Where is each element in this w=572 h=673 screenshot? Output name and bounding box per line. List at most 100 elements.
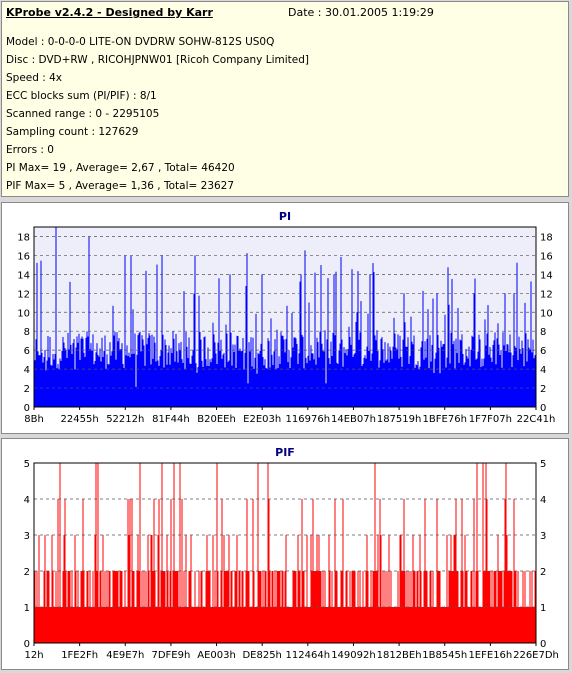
pi-bar xyxy=(319,331,321,407)
pi-bar xyxy=(258,354,260,407)
pi-bar xyxy=(131,353,133,407)
pi-bar xyxy=(510,352,512,407)
pi-y-tick-right: 4 xyxy=(540,365,546,376)
pif-bar xyxy=(533,607,535,643)
pif-bar xyxy=(164,571,166,643)
pi-bar xyxy=(156,264,158,407)
pif-bar xyxy=(488,571,490,643)
pi-bar xyxy=(391,358,393,407)
pi-bar xyxy=(176,351,178,407)
pif-bar xyxy=(524,571,526,643)
pi-bar xyxy=(503,345,505,407)
pi-bar xyxy=(430,361,432,407)
pi-bar xyxy=(461,334,463,407)
pi-bar xyxy=(59,358,61,407)
pif-bar xyxy=(205,571,207,643)
pif-bar xyxy=(474,607,476,643)
pi-bar xyxy=(346,355,348,407)
pi-bar xyxy=(413,335,415,407)
pi-bar xyxy=(113,335,115,407)
pi-bar xyxy=(403,293,405,407)
pif-bar xyxy=(350,607,352,643)
pi-bar xyxy=(82,338,84,407)
errors-line: Errors : 0 xyxy=(6,144,54,156)
pif-chart: PIF 0 0 1 1 2 2 3 3 4 4 5 5 12h 1FE2Fh 4E9E7h 7DFE9h AE00… xyxy=(24,446,559,661)
pif-bar xyxy=(355,607,357,643)
pif-bar xyxy=(532,607,534,643)
pif-bar xyxy=(37,607,39,643)
pi-bar xyxy=(177,362,179,407)
pi-y-tick-left: 6 xyxy=(24,346,30,357)
pi-bar xyxy=(90,343,92,407)
pif-bar xyxy=(216,463,218,643)
pif-bar xyxy=(348,607,350,643)
pi-bar xyxy=(458,362,460,407)
pi-bar xyxy=(34,360,36,407)
pif-bar xyxy=(440,607,442,643)
pif-bar xyxy=(431,607,433,643)
pif-bar xyxy=(175,571,177,643)
pi-chart-title: PI xyxy=(279,210,291,223)
pi-bar xyxy=(148,333,150,407)
pi-bar xyxy=(127,356,129,407)
pi-bar xyxy=(110,355,112,407)
pi-y-tick-left: 0 xyxy=(24,403,30,414)
pif-bar xyxy=(333,607,335,643)
pif-bar xyxy=(178,607,180,643)
pi-bar xyxy=(340,256,342,407)
pif-bar xyxy=(527,607,529,643)
pif-bar xyxy=(122,607,124,643)
pi-bar xyxy=(493,340,495,407)
pi-bar xyxy=(149,335,151,407)
pif-bar xyxy=(229,607,231,643)
pif-bar xyxy=(49,607,51,643)
pi-bar xyxy=(292,347,294,407)
pi-bar xyxy=(241,350,243,407)
pif-bar xyxy=(363,607,365,643)
pi-bar xyxy=(336,362,338,407)
pif-bar xyxy=(165,607,167,643)
pi-x-tick-label: 187519h xyxy=(377,414,422,425)
pif-bar xyxy=(492,607,494,643)
pi-bar xyxy=(427,309,429,407)
pi-bar xyxy=(200,339,202,407)
pi-bar xyxy=(335,271,337,407)
pi-bar xyxy=(155,361,157,407)
pi-bar xyxy=(486,333,488,407)
pif-x-tick-label: 149092h xyxy=(331,650,376,661)
pi-bar xyxy=(512,355,514,407)
pi-bar xyxy=(468,346,470,407)
pi-bar xyxy=(411,341,413,407)
pif-bar xyxy=(102,535,104,643)
pif-bar xyxy=(105,607,107,643)
pif-bar xyxy=(243,607,245,643)
pif-bar xyxy=(78,607,80,643)
pif-bar xyxy=(61,607,63,643)
pi-bar xyxy=(78,333,80,407)
pif-bar xyxy=(490,607,492,643)
pi-x-tick-label: 1BFE76h xyxy=(423,414,467,425)
pif-bar xyxy=(421,607,423,643)
pi-bar xyxy=(496,338,498,407)
pi-bar xyxy=(362,363,364,407)
pi-bar xyxy=(389,346,391,407)
pif-bar xyxy=(326,607,328,643)
pi-bar xyxy=(463,364,465,407)
pif-bar xyxy=(41,607,43,643)
pif-bar xyxy=(199,607,201,643)
pi-bar xyxy=(364,355,366,407)
pi-bar xyxy=(60,360,62,407)
pif-bar xyxy=(374,463,376,643)
pi-bar xyxy=(425,357,427,407)
pi-bar xyxy=(216,363,218,407)
pif-bar xyxy=(50,607,52,643)
pif-bar xyxy=(139,463,141,643)
pi-bar xyxy=(420,347,422,407)
pif-bar xyxy=(316,535,318,643)
pi-bar xyxy=(98,356,100,407)
pif-bar xyxy=(266,607,268,643)
pif-bar xyxy=(86,571,88,643)
pif-bar xyxy=(196,607,198,643)
pif-bar xyxy=(499,571,501,643)
pi-bar xyxy=(267,338,269,407)
